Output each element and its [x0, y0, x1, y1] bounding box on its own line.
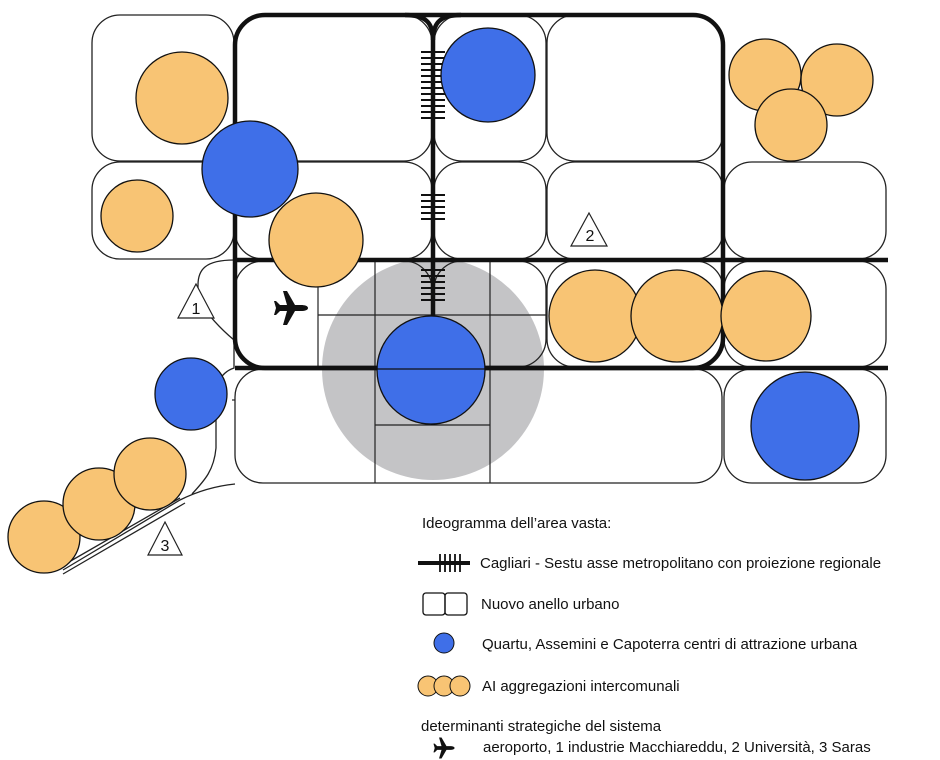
airplane-icon — [274, 291, 308, 325]
aggregation-circle — [135, 51, 229, 145]
aggregation-circle — [754, 88, 828, 162]
legend-strategic-title: determinanti strategiche del sistema — [421, 718, 662, 735]
legend-aggregation-icon — [417, 675, 471, 697]
legend-title: Ideogramma dell’area vasta: — [422, 515, 612, 532]
cell-top-4 — [546, 14, 724, 162]
aggregation-circle — [268, 192, 364, 288]
vertical-axis-top-curve-right — [430, 12, 462, 41]
marker-3-triangle — [147, 520, 183, 556]
bottom-curved-edge — [62, 483, 236, 571]
aggregation-circle — [630, 269, 724, 363]
legend-ring-label: Nuovo anello urbano — [481, 596, 620, 613]
marker-2-label: 2 — [586, 228, 595, 245]
aggregation-circle — [800, 43, 874, 117]
aggregation-circle — [113, 437, 187, 511]
legend-center-icon — [433, 632, 455, 654]
legend-centers-label: Quartu, Assemini e Capoterra centri di a… — [482, 636, 858, 653]
legend-ring-icon — [422, 592, 468, 616]
strategic-markers — [147, 211, 609, 556]
spur-line-2 — [62, 502, 186, 575]
vertical-axis-top-curve — [404, 12, 436, 41]
intercommunal-aggregations — [7, 38, 874, 574]
legend-strategic-items: aeroporto, 1 industrie Macchiareddu, 2 U… — [483, 739, 871, 756]
left-curved-edge — [191, 259, 235, 495]
marker-3-label: 3 — [161, 538, 170, 555]
center-circle — [376, 315, 486, 425]
aggregation-circle — [720, 270, 812, 362]
legend-axis-icon — [418, 554, 470, 572]
cell-row2-3 — [433, 161, 547, 260]
aggregation-circle — [100, 179, 174, 253]
aggregation-circle — [7, 500, 81, 574]
marker-2-triangle — [569, 211, 609, 247]
legend-axis-label: Cagliari - Sestu asse metropolitano con … — [480, 555, 882, 572]
legend-aggregations-label: AI aggregazioni intercomunali — [482, 678, 680, 695]
aggregation-circle — [548, 269, 642, 363]
legend-symbols — [417, 554, 471, 759]
marker-1-triangle — [177, 282, 215, 319]
center-circle — [154, 357, 228, 431]
marker-1-label: 1 — [192, 301, 201, 318]
center-circle — [201, 120, 299, 218]
urban-attraction-centers — [154, 27, 860, 481]
legend-airplane-icon — [433, 737, 455, 759]
rail-axis-icon — [421, 51, 445, 301]
center-circle — [750, 371, 860, 481]
cell-row2-5 — [723, 161, 887, 260]
center-circle — [440, 27, 536, 123]
